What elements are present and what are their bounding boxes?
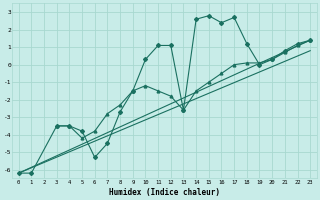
X-axis label: Humidex (Indice chaleur): Humidex (Indice chaleur) [109, 188, 220, 197]
